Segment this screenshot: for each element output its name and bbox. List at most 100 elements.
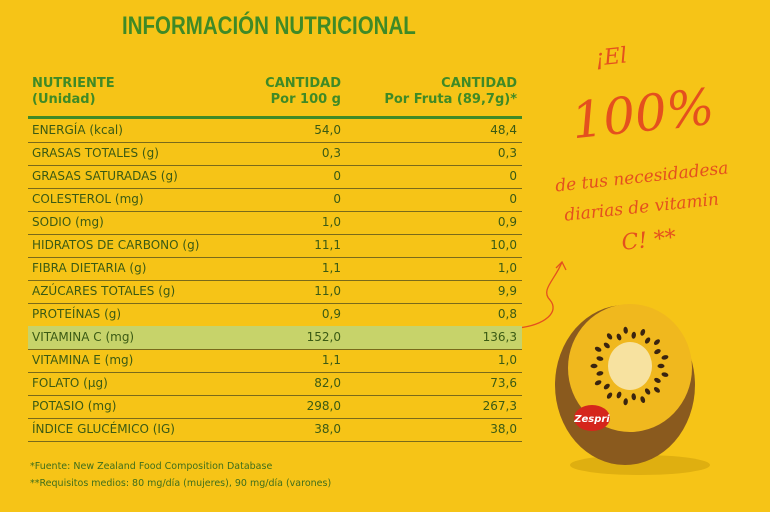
seed — [594, 346, 602, 352]
row-rule — [28, 165, 522, 166]
seed — [623, 398, 628, 406]
title: INFORMACIÓN NUTRICIONAL — [122, 12, 416, 40]
row-rule — [28, 303, 522, 304]
seed — [616, 333, 622, 341]
seed — [596, 356, 604, 361]
seed — [594, 380, 602, 386]
seed — [644, 337, 651, 344]
row-rule — [28, 188, 522, 189]
value: 136,3 — [482, 330, 517, 344]
seed — [616, 391, 622, 399]
value: 152,0 — [306, 330, 341, 344]
seed — [623, 326, 628, 334]
value: 0,9 — [321, 307, 341, 321]
value: 0,9 — [497, 215, 517, 229]
value: 38,0 — [490, 422, 517, 436]
seed — [640, 396, 646, 404]
row-rule — [28, 395, 522, 396]
column-header: CANTIDAD — [441, 76, 517, 91]
kiwi-core — [608, 342, 652, 390]
nutrient: ENERGÍA (kcal) — [32, 123, 123, 137]
seed — [596, 371, 604, 376]
callout-line: ¡El — [594, 43, 628, 71]
column-header: CANTIDAD — [265, 76, 341, 91]
seed — [640, 328, 646, 336]
value: 1,0 — [497, 353, 517, 367]
seed — [606, 392, 613, 399]
nutrient: SODIO (mg) — [32, 215, 104, 229]
seed — [631, 393, 636, 401]
row-rule — [28, 349, 522, 350]
value: 1,1 — [321, 261, 341, 275]
nutrient: VITAMINA C (mg) — [32, 330, 135, 344]
nutrient: COLESTEROL (mg) — [32, 192, 144, 206]
highlight — [28, 326, 522, 349]
brand: Zespri — [573, 414, 610, 425]
seed — [657, 363, 665, 369]
callout: ¡El 100% de tus necesidadesa diarias de … — [554, 43, 729, 256]
callout-line: 100% — [569, 78, 717, 151]
nutrient: GRASAS TOTALES (g) — [32, 146, 159, 160]
footnote: **Requisitos medios: 80 mg/día (mujeres)… — [30, 478, 332, 489]
sticker — [574, 405, 610, 431]
value: 0 — [333, 169, 341, 183]
callout-line: diarias de vitamin — [563, 190, 719, 226]
arrow-head — [555, 260, 567, 271]
value: 0 — [509, 169, 517, 183]
nutrient: POTASIO (mg) — [32, 399, 117, 413]
value: 0 — [333, 192, 341, 206]
row-rule — [28, 441, 522, 442]
seed — [606, 333, 613, 340]
value: 11,1 — [314, 238, 341, 252]
row-rule — [28, 372, 522, 373]
value: 54,0 — [314, 123, 341, 137]
seed — [661, 372, 669, 377]
row-rule — [28, 418, 522, 419]
value: 0,3 — [321, 146, 341, 160]
footnote: *Fuente: New Zealand Food Composition Da… — [30, 461, 273, 472]
seed — [654, 349, 661, 355]
value: 73,6 — [490, 376, 517, 390]
value: 11,0 — [314, 284, 341, 298]
nutrient: FOLATO (µg) — [32, 376, 108, 390]
value: 10,0 — [490, 238, 517, 252]
seed — [653, 387, 660, 393]
column-header: NUTRIENTE — [32, 76, 115, 91]
row-rule — [28, 234, 522, 235]
value: 1,1 — [321, 353, 341, 367]
row-rule — [28, 211, 522, 212]
value: 9,9 — [497, 284, 517, 298]
nutrient: AZÚCARES TOTALES (g) — [32, 284, 176, 298]
nutrient: ÍNDICE GLUCÉMICO (IG) — [32, 422, 175, 436]
seed — [661, 355, 669, 360]
seed — [590, 363, 598, 369]
value: 1,0 — [321, 215, 341, 229]
seed — [653, 339, 660, 345]
value: 0,3 — [497, 146, 517, 160]
arrow — [517, 261, 563, 329]
seed — [603, 342, 610, 349]
value: 82,0 — [314, 376, 341, 390]
value: 1,0 — [497, 261, 517, 275]
nutrient: VITAMINA E (mg) — [32, 353, 134, 367]
value: 38,0 — [314, 422, 341, 436]
seed — [654, 377, 661, 383]
seed — [644, 388, 651, 395]
seed — [603, 383, 610, 390]
nutrient: FIBRA DIETARIA (g) — [32, 261, 147, 275]
value: 0 — [509, 192, 517, 206]
kiwi-seeds — [590, 326, 669, 406]
nutrient: PROTEÍNAS (g) — [32, 307, 122, 321]
callout-line: C! ** — [620, 225, 677, 256]
value: 0,8 — [497, 307, 517, 321]
value: 298,0 — [306, 399, 341, 413]
row-rule — [28, 142, 522, 143]
nutrient: HIDRATOS DE CARBONO (g) — [32, 238, 200, 252]
value: 267,3 — [482, 399, 517, 413]
nutrient: GRASAS SATURADAS (g) — [32, 169, 178, 183]
column-header: Por 100 g — [270, 92, 341, 107]
header-rule — [28, 116, 522, 119]
column-header: Por Fruta (89,7g)* — [384, 92, 517, 107]
